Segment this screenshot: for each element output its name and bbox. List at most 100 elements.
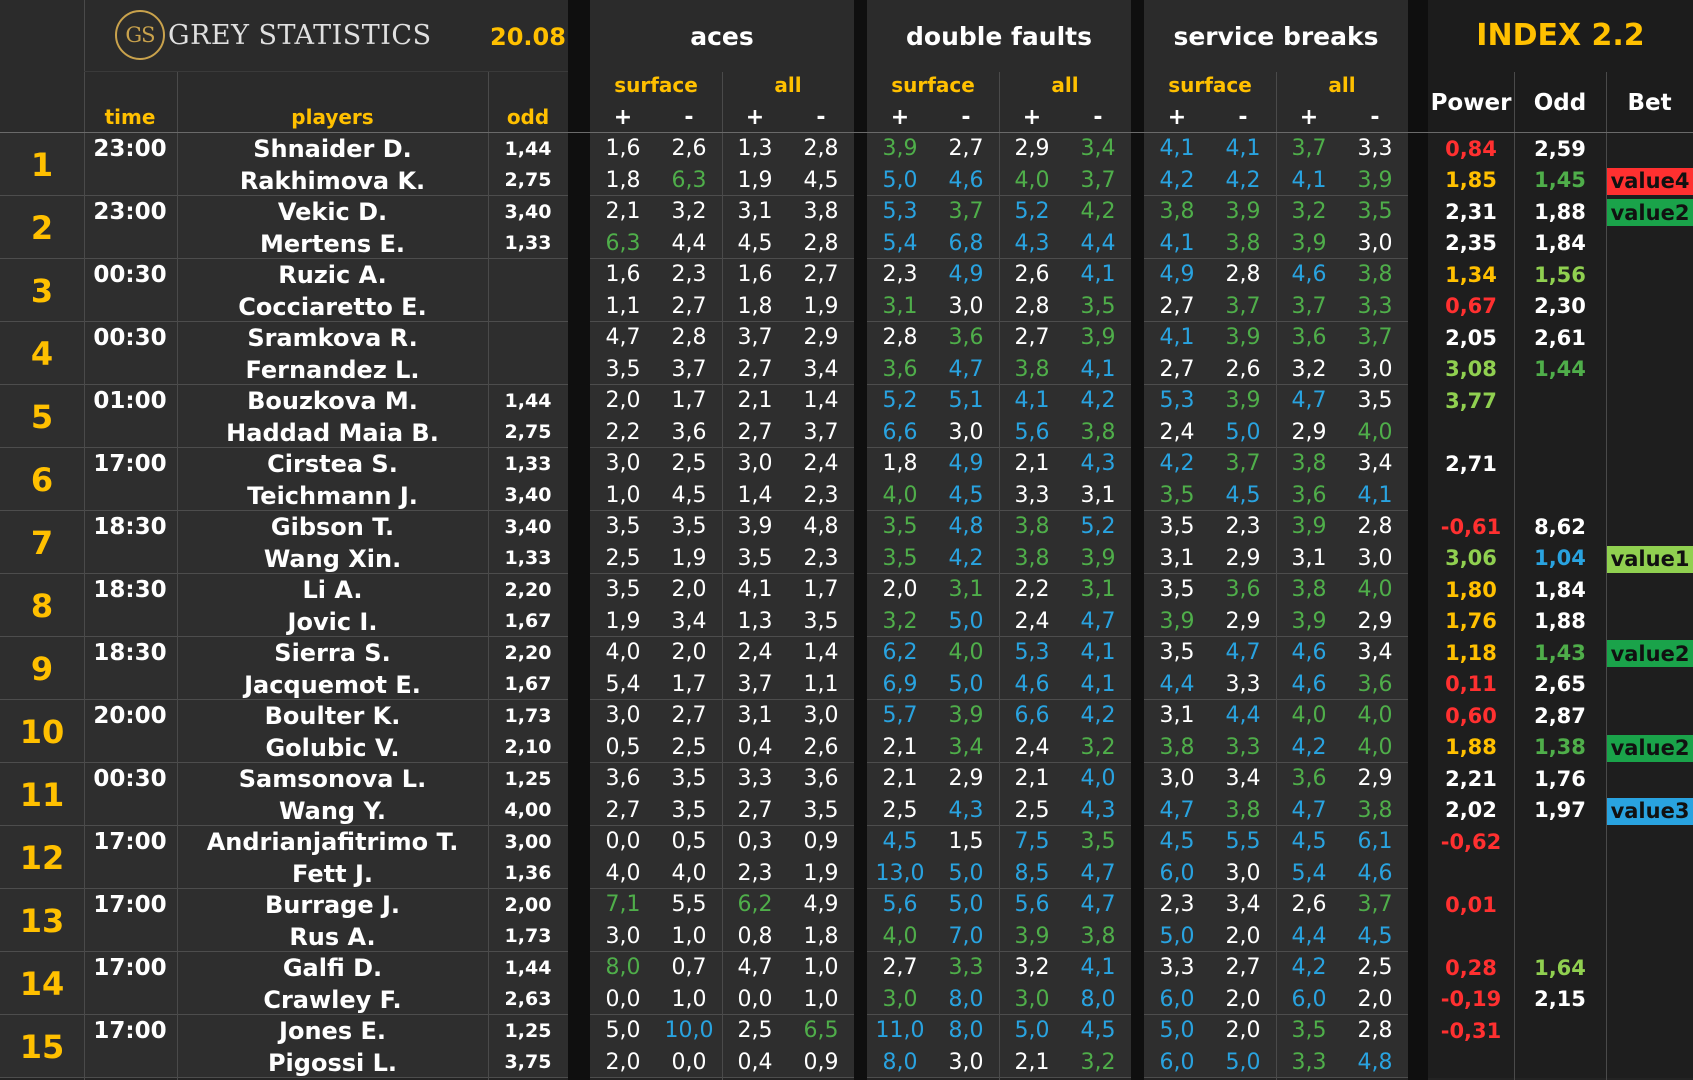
stat-cell: 3,7: [1225, 293, 1261, 319]
player-odd: [488, 292, 568, 322]
stat-cell: 1,9: [803, 860, 839, 886]
stat-cell: 6,3: [605, 230, 641, 256]
stat-cell: 2,0: [671, 577, 707, 602]
stat-cell: 2,1: [1014, 451, 1050, 476]
stat-cell: 4,7: [1080, 892, 1116, 917]
stat-cell: 1,3: [737, 136, 773, 161]
stat-cell: 4,4: [1291, 923, 1327, 949]
index-row-bg: [1428, 385, 1693, 448]
stat-cell: 4,0: [882, 482, 918, 508]
match-time: 18:30: [93, 576, 167, 603]
stat-cell: 1,0: [803, 955, 839, 980]
power-value: 3,77: [1445, 388, 1497, 413]
stat-cell: 5,4: [1291, 860, 1327, 886]
stat-cell: 3,0: [948, 1049, 984, 1075]
stat-cell: 1,9: [803, 293, 839, 319]
match-time: 17:00: [93, 828, 167, 855]
power-value: 0,28: [1445, 955, 1497, 980]
stat-cell: 4,0: [671, 860, 707, 886]
power-value: 1,85: [1445, 168, 1497, 192]
row-divider: [0, 825, 1428, 826]
bet-header: Bet: [1627, 89, 1672, 116]
match-time: 17:00: [93, 891, 167, 918]
match-row-bg: [0, 1015, 1428, 1078]
stat-cell: 5,1: [948, 388, 984, 413]
stat-cell: 1,6: [737, 262, 773, 287]
match-number: 10: [19, 712, 65, 751]
stat-cell: 2,5: [737, 1018, 773, 1043]
stat-cell: 3,5: [737, 545, 773, 571]
stat-cell: 5,0: [1225, 419, 1261, 445]
stat-cell: 6,6: [882, 419, 918, 445]
index-row-bg: [1428, 952, 1693, 1015]
stat-cell: 6,5: [803, 1018, 839, 1043]
stat-cell: 0,4: [737, 1049, 773, 1075]
stat-cell: 2,7: [671, 293, 707, 319]
match-time: 00:30: [93, 324, 167, 351]
stat-cell: 2,1: [882, 734, 918, 760]
stat-cell: 4,1: [1159, 325, 1195, 350]
power-value: [1428, 418, 1514, 448]
stat-cell: 5,0: [948, 671, 984, 697]
player-odd: 1,25: [504, 1019, 552, 1042]
stat-cell: 4,6: [1357, 860, 1393, 886]
row-divider: [0, 699, 1428, 700]
stat-cell: 1,4: [803, 640, 839, 665]
power-value: 2,21: [1445, 766, 1497, 791]
plus-header: +: [890, 105, 910, 130]
player-odd: 3,40: [504, 484, 552, 506]
match-time: 17:00: [93, 1017, 167, 1044]
stat-cell: 2,5: [882, 797, 918, 823]
stat-cell: 3,2: [1291, 199, 1327, 224]
stat-cell: 0,0: [605, 829, 641, 854]
stat-cell: 5,3: [882, 199, 918, 224]
stat-cell: 6,8: [948, 230, 984, 256]
stat-cell: 2,8: [803, 136, 839, 161]
stat-cell: 4,4: [671, 230, 707, 256]
stat-cell: 3,3: [1357, 136, 1393, 161]
match-number: 3: [30, 271, 54, 310]
stat-cell: 5,0: [1225, 1049, 1261, 1075]
stat-cell: 3,9: [1291, 608, 1327, 634]
power-value: -0,31: [1440, 1018, 1502, 1043]
power-header: Power: [1430, 89, 1512, 116]
stat-cell: 4,1: [1225, 136, 1261, 161]
index-odd-value: 1,88: [1534, 199, 1586, 224]
stat-cell: 3,3: [1291, 1049, 1327, 1075]
minus-header: -: [1238, 105, 1248, 130]
row-divider: [0, 510, 1428, 511]
player-name: Wang Y.: [279, 796, 386, 825]
stat-cell: 3,9: [1159, 608, 1195, 634]
stat-cell: 2,6: [1014, 262, 1050, 287]
stat-cell: 4,5: [1159, 829, 1195, 854]
stat-cell: 6,3: [671, 167, 707, 193]
stat-cell: 4,7: [1080, 608, 1116, 634]
stat-cell: 3,1: [948, 577, 984, 602]
stat-cell: 4,4: [1225, 703, 1261, 728]
player-odd: 1,33: [504, 547, 552, 569]
stat-cell: 2,7: [737, 356, 773, 382]
stat-cell: 3,5: [1159, 482, 1195, 508]
bet-badge: value1: [1607, 545, 1693, 573]
stat-cell: 4,0: [1357, 703, 1393, 728]
stat-cell: 0,0: [737, 986, 773, 1012]
stat-cell: 5,6: [882, 892, 918, 917]
match-number: 13: [19, 901, 65, 940]
match-row-bg: [0, 511, 1428, 574]
stat-cell: 3,0: [737, 451, 773, 476]
player-name: Jacquemot E.: [244, 670, 421, 699]
index-odd-value: 2,15: [1534, 987, 1586, 1011]
df-surface-header: surface: [891, 73, 975, 97]
player-odd: 3,40: [504, 515, 552, 538]
stat-cell: 4,3: [1080, 451, 1116, 476]
stat-cell: 2,8: [803, 230, 839, 256]
stat-cell: 3,5: [1159, 514, 1195, 539]
index-odd-value: 2,87: [1534, 703, 1586, 728]
stat-cell: 3,5: [671, 797, 707, 823]
player-name: Crawley F.: [263, 985, 402, 1014]
index-odd-value: 1,38: [1534, 735, 1586, 759]
stat-cell: 2,0: [1225, 923, 1261, 949]
index-header-bg: [1428, 0, 1693, 72]
player-name: Jovic I.: [287, 607, 378, 636]
power-value: -0,62: [1440, 829, 1502, 854]
